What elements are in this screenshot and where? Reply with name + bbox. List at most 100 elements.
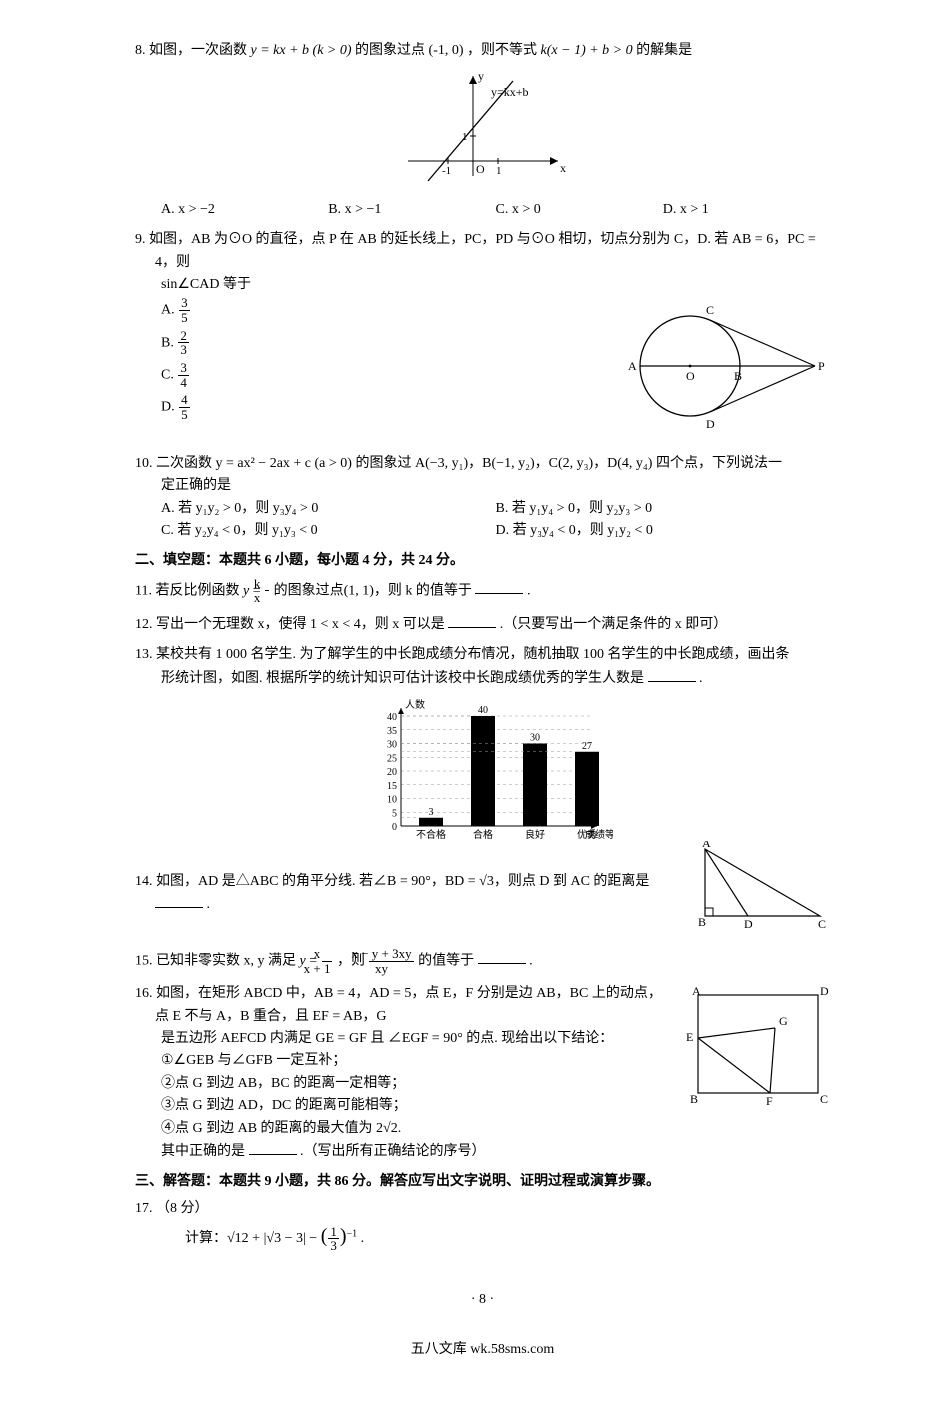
q8-opt-b: B. x > −1 <box>328 199 495 221</box>
q14-number: 14. <box>135 874 153 889</box>
svg-text:30: 30 <box>530 733 540 744</box>
q15-text1: 已知非零实数 x, y 满足 <box>156 953 300 968</box>
footer-text: 五八文库 wk.58sms.com <box>135 1339 830 1361</box>
q10-text1: 二次函数 y = ax² − 2ax + c (a > 0) 的图象过 A(−3… <box>156 456 782 471</box>
svg-text:O: O <box>476 162 485 176</box>
svg-text:y=kx+b: y=kx+b <box>491 85 529 99</box>
q8-point: (-1, 0) <box>429 43 464 58</box>
question-14: A B D C 14. 如图，AD 是△ABC 的角平分线. 若∠B = 90°… <box>135 871 830 939</box>
svg-text:1: 1 <box>496 165 502 177</box>
q9-options: A. 35 B. 23 C. 34 D. 45 <box>135 296 600 421</box>
q16-suffix: .（写出所有正确结论的序号） <box>300 1144 486 1159</box>
q17-exp: −1 <box>347 1228 358 1239</box>
q9-text2: sin∠CAD 等于 <box>161 277 251 292</box>
q10-stem: 10. 二次函数 y = ax² − 2ax + c (a > 0) 的图象过 … <box>135 453 830 475</box>
question-12: 12. 写出一个无理数 x，使得 1 < x < 4，则 x 可以是 .（只要写… <box>135 613 830 636</box>
q8-opt-a: A. x > −2 <box>161 199 328 221</box>
svg-text:10: 10 <box>387 795 397 806</box>
q15-text3: 的值等于 <box>418 953 474 968</box>
fraction-icon: 34 <box>178 361 189 389</box>
q8-text1: 如图，一次函数 <box>149 43 251 58</box>
q13-chart: 0510152025303540人数3不合格40合格30良好27优秀成绩等级 <box>135 694 830 862</box>
q9-opt-a-label: A. <box>161 303 175 318</box>
question-16: A D B C E F G 16. 如图，在矩形 ABCD 中，AB = 4，A… <box>135 983 830 1163</box>
svg-text:40: 40 <box>387 712 397 723</box>
q10-opt-a: A. 若 y₁y₂ > 0，则 y₃y₄ > 0 <box>161 498 496 520</box>
q15-stem: 15. 已知非零实数 x, y 满足 y = xx + 1 ，则 x − y +… <box>135 947 830 975</box>
svg-text:40: 40 <box>478 705 488 716</box>
q13-stem1: 13. 某校共有 1 000 名学生. 为了解学生的中长跑成绩分布情况，随机抽取… <box>135 644 830 666</box>
fill-blank <box>249 1140 297 1155</box>
q8-stem: 8. 如图，一次函数 y = kx + b (k > 0) 的图象过点 (-1,… <box>135 40 830 62</box>
q8-options: A. x > −2 B. x > −1 C. x > 0 D. x > 1 <box>135 199 830 221</box>
q16-item4: ④点 G 到边 AB 的距离的最大值为 2√2. <box>135 1118 830 1140</box>
q8-text2: 的图象过点 <box>355 43 425 58</box>
q10-opt-d: D. 若 y₃y₄ < 0，则 y₁y₂ < 0 <box>496 520 831 542</box>
q9-opt-c: C. 34 <box>161 361 600 389</box>
q10-opt-c: C. 若 y₂y₄ < 0，则 y₁y₃ < 0 <box>161 520 496 542</box>
svg-text:合格: 合格 <box>473 828 493 841</box>
question-17: 17. （8 分） 计算：√12 + |√3 − 3| − (13)−1 . <box>135 1198 830 1253</box>
q13-stem2: 形统计图，如图. 根据所学的统计知识可估计该校中长跑成绩优秀的学生人数是 . <box>135 667 830 690</box>
svg-text:B: B <box>698 915 706 929</box>
fraction-icon: 23 <box>178 329 189 357</box>
fraction-icon: 45 <box>179 393 190 421</box>
fraction-icon: xx + 1 <box>322 947 333 975</box>
q9-opt-b-label: B. <box>161 335 174 350</box>
svg-text:A: A <box>692 984 701 998</box>
q12-text: 写出一个无理数 x，使得 1 < x < 4，则 x 可以是 <box>156 617 445 632</box>
svg-text:A: A <box>702 841 711 850</box>
bar-chart-svg: 0510152025303540人数3不合格40合格30良好27优秀成绩等级 <box>353 694 613 854</box>
q12-number: 12. <box>135 617 153 632</box>
q11-text2: 的图象过点(1, 1)，则 k 的值等于 <box>274 583 472 598</box>
q9-stem: 9. 如图，AB 为⊙O 的直径，点 P 在 AB 的延长线上，PC，PD 与⊙… <box>135 229 830 274</box>
q17-head: 17. （8 分） <box>135 1198 830 1220</box>
q16-text1: 如图，在矩形 ABCD 中，AB = 4，AD = 5，点 E，F 分别是边 A… <box>155 986 662 1023</box>
question-13: 13. 某校共有 1 000 名学生. 为了解学生的中长跑成绩分布情况，随机抽取… <box>135 644 830 862</box>
rectangle-svg: A D B C E F G <box>680 983 830 1108</box>
q15-suffix: . <box>529 953 533 968</box>
svg-text:E: E <box>686 1030 693 1044</box>
svg-text:良好: 良好 <box>525 828 545 841</box>
q15-number: 15. <box>135 953 153 968</box>
q13-text2: 形统计图，如图. 根据所学的统计知识可估计该校中长跑成绩优秀的学生人数是 <box>161 671 644 686</box>
q13-number: 13. <box>135 647 153 662</box>
q12-stem: 12. 写出一个无理数 x，使得 1 < x < 4，则 x 可以是 .（只要写… <box>135 613 830 636</box>
svg-text:y: y <box>478 69 484 83</box>
svg-text:0: 0 <box>392 822 397 833</box>
q10-options: A. 若 y₁y₂ > 0，则 y₃y₄ > 0 B. 若 y₁y₄ > 0，则… <box>135 498 830 543</box>
q8-opt-d: D. x > 1 <box>663 199 830 221</box>
q9-opt-a: A. 35 <box>161 296 600 324</box>
q14-text: 如图，AD 是△ABC 的角平分线. 若∠B = 90°，BD = √3，则点 … <box>156 874 649 889</box>
page-number: · 8 · <box>135 1289 830 1311</box>
svg-text:成绩等级: 成绩等级 <box>585 828 613 841</box>
q11-stem: 11. 若反比例函数 y = kx 的图象过点(1, 1)，则 k 的值等于 . <box>135 577 830 605</box>
fill-blank <box>155 893 203 908</box>
q11-number: 11. <box>135 583 152 598</box>
svg-text:3: 3 <box>428 807 433 818</box>
fill-blank <box>448 613 496 628</box>
svg-text:C: C <box>818 917 826 931</box>
q9-text1: 如图，AB 为⊙O 的直径，点 P 在 AB 的延长线上，PC，PD 与⊙O 相… <box>149 232 816 269</box>
q17-minus: − <box>309 1231 320 1246</box>
question-10: 10. 二次函数 y = ax² − 2ax + c (a > 0) 的图象过 … <box>135 453 830 543</box>
svg-text:D: D <box>820 984 829 998</box>
q14-suffix: . <box>207 897 211 912</box>
fill-blank <box>478 949 526 964</box>
question-11: 11. 若反比例函数 y = kx 的图象过点(1, 1)，则 k 的值等于 . <box>135 577 830 605</box>
svg-text:25: 25 <box>387 753 397 764</box>
q8-text3: ，则不等式 <box>467 43 541 58</box>
q11-suffix: . <box>527 583 531 598</box>
question-9: 9. 如图，AB 为⊙O 的直径，点 P 在 AB 的延长线上，PC，PD 与⊙… <box>135 229 830 445</box>
q12-suffix: .（只要写出一个满足条件的 x 即可） <box>500 617 728 632</box>
svg-text:A: A <box>628 359 637 373</box>
q16-diagram: A D B C E F G <box>680 983 830 1116</box>
svg-text:G: G <box>779 1014 788 1028</box>
circle-tangent-svg: A B C D O P <box>610 296 830 436</box>
q9-opt-c-label: C. <box>161 367 174 382</box>
svg-text:C: C <box>820 1092 828 1106</box>
section-3-heading: 三、解答题：本题共 9 小题，共 86 分。解答应写出文字说明、证明过程或演算步… <box>135 1171 830 1193</box>
q16-ans: 其中正确的是 .（写出所有正确结论的序号） <box>135 1140 830 1163</box>
svg-text:P: P <box>818 359 825 373</box>
q17-number: 17. <box>135 1201 153 1216</box>
